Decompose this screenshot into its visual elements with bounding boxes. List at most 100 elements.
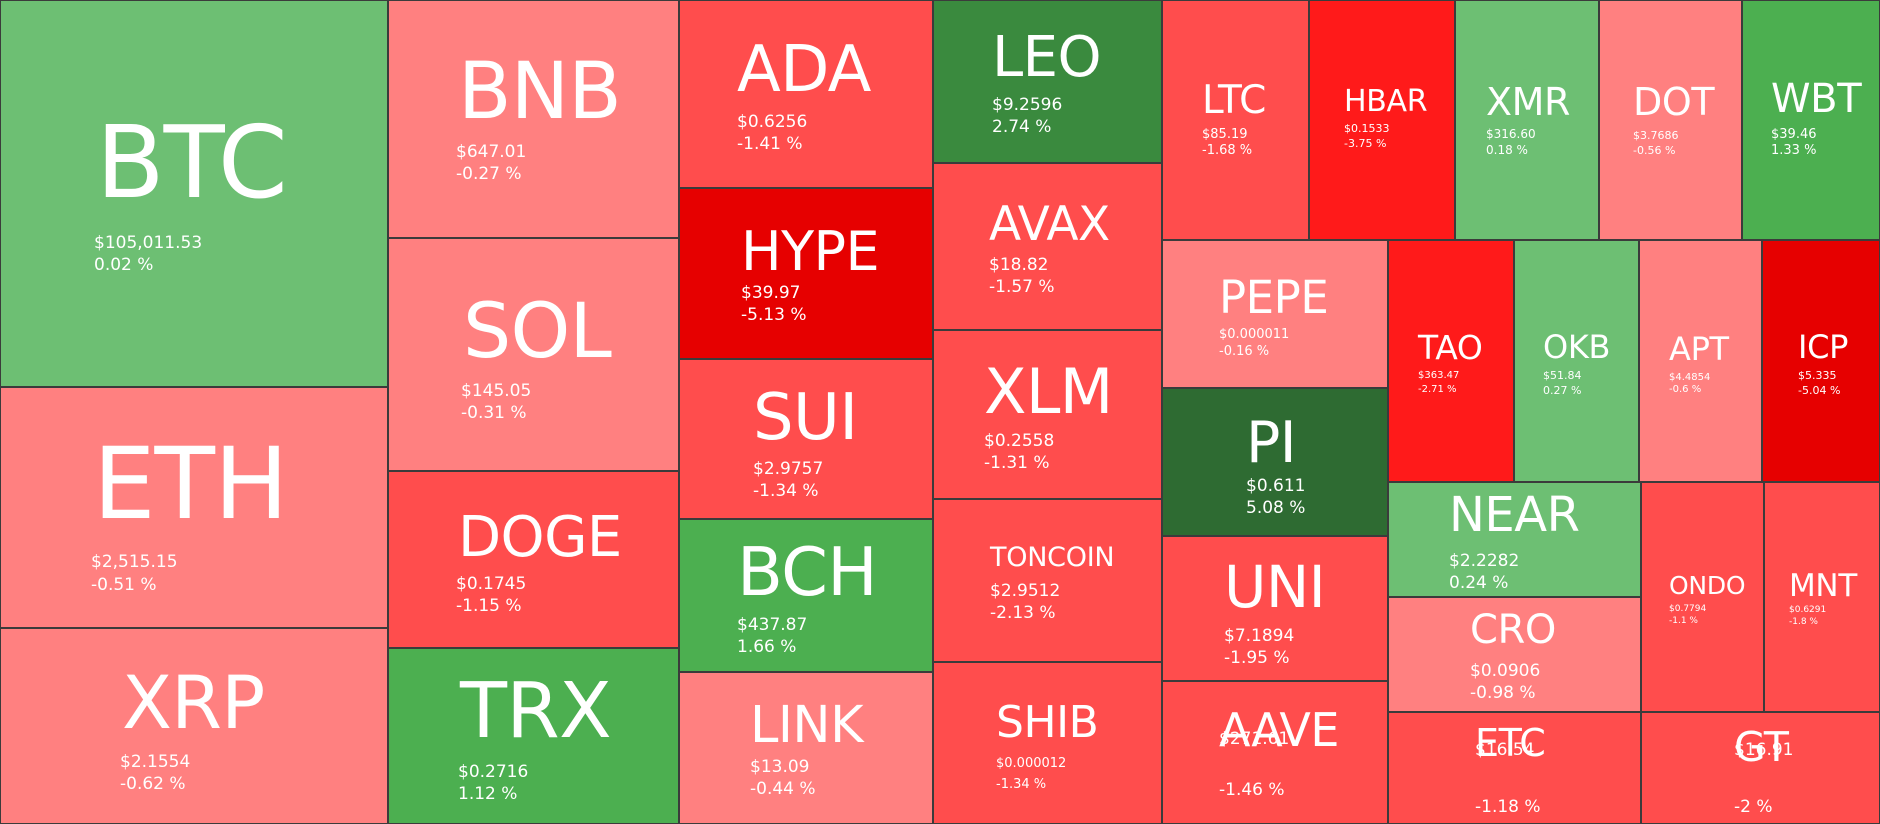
- coin-change: -1.95 %: [1224, 648, 1290, 668]
- coin-price: $7.1894: [1224, 626, 1295, 646]
- tile-cro[interactable]: CRO $0.0906 -0.98 %: [1388, 597, 1641, 712]
- tile-sol[interactable]: SOL $145.05 -0.31 %: [388, 238, 679, 471]
- tile-etc[interactable]: ETC $16.54 -1.18 %: [1388, 712, 1641, 824]
- tile-sui[interactable]: SUI $2.9757 -1.34 %: [679, 359, 933, 519]
- coin-change: 2.74 %: [992, 117, 1052, 137]
- tile-apt[interactable]: APT $4.4854 -0.6 %: [1639, 240, 1762, 482]
- coin-price: $0.1745: [456, 574, 527, 594]
- coin-price: $0.2558: [984, 431, 1055, 451]
- tile-ada[interactable]: ADA $0.6256 -1.41 %: [679, 0, 933, 188]
- tile-doge[interactable]: DOGE $0.1745 -1.15 %: [388, 471, 679, 648]
- coin-change: -0.31 %: [461, 403, 527, 423]
- coin-symbol: AAVE: [1219, 703, 1339, 757]
- tile-toncoin[interactable]: TONCOIN $2.9512 -2.13 %: [933, 499, 1162, 662]
- coin-price: $105,011.53: [94, 233, 203, 253]
- coin-symbol: PEPE: [1219, 271, 1329, 324]
- tile-near[interactable]: NEAR $2.2282 0.24 %: [1388, 482, 1641, 597]
- coin-price: $2.9757: [753, 459, 824, 479]
- coin-price: $2.9512: [990, 581, 1061, 601]
- coin-price: $2.2282: [1449, 551, 1520, 571]
- coin-symbol: HYPE: [741, 220, 880, 283]
- coin-symbol: ETH: [93, 427, 288, 542]
- tile-uni[interactable]: UNI $7.1894 -1.95 %: [1162, 536, 1388, 681]
- coin-symbol: DOT: [1633, 80, 1715, 124]
- coin-symbol: BCH: [737, 533, 878, 611]
- coin-price: $0.2716: [458, 762, 529, 782]
- coin-symbol: XLM: [984, 355, 1113, 428]
- tile-dot[interactable]: DOT $3.7686 -0.56 %: [1599, 0, 1742, 240]
- tile-hbar[interactable]: HBAR $0.1533 -3.75 %: [1309, 0, 1455, 240]
- coin-price: $9.2596: [992, 95, 1063, 115]
- coin-change: -1.1 %: [1669, 616, 1698, 626]
- coin-symbol: BTC: [96, 104, 288, 221]
- coin-change: -1.41 %: [737, 134, 803, 154]
- coin-change: -1.8 %: [1789, 617, 1818, 627]
- tile-avax[interactable]: AVAX $18.82 -1.57 %: [933, 163, 1162, 330]
- coin-symbol: TONCOIN: [990, 542, 1115, 573]
- tile-pepe[interactable]: PEPE $0.000011 -0.16 %: [1162, 240, 1388, 388]
- coin-change: -3.75 %: [1344, 137, 1387, 150]
- tile-pi[interactable]: PI $0.611 5.08 %: [1162, 388, 1388, 536]
- coin-change: -1.57 %: [989, 277, 1055, 297]
- coin-symbol: ICP: [1798, 328, 1849, 366]
- coin-price: $3.7686: [1633, 129, 1679, 142]
- tile-xlm[interactable]: XLM $0.2558 -1.31 %: [933, 330, 1162, 499]
- coin-change: -0.98 %: [1470, 683, 1536, 703]
- coin-change: -0.27 %: [456, 164, 522, 184]
- coin-symbol: GT: [1734, 723, 1789, 771]
- coin-symbol: HBAR: [1344, 84, 1428, 119]
- coin-price: $39.97: [741, 283, 801, 303]
- tile-mnt[interactable]: MNT $0.6291 -1.8 %: [1764, 482, 1880, 712]
- coin-change: -1.46 %: [1219, 780, 1285, 800]
- tile-shib[interactable]: SHIB $0.000012 -1.34 %: [933, 662, 1162, 824]
- coin-symbol: ONDO: [1669, 571, 1746, 600]
- tile-ltc[interactable]: LTC $85.19 -1.68 %: [1162, 0, 1309, 240]
- tile-eth[interactable]: ETH $2,515.15 -0.51 %: [0, 387, 388, 628]
- tile-icp[interactable]: ICP $5.335 -5.04 %: [1762, 240, 1880, 482]
- coin-price: $271.61: [1219, 729, 1290, 749]
- tile-tao[interactable]: TAO $363.47 -2.71 %: [1388, 240, 1514, 482]
- tile-leo[interactable]: LEO $9.2596 2.74 %: [933, 0, 1162, 163]
- coin-price: $4.4854: [1669, 372, 1711, 383]
- coin-change: -0.56 %: [1633, 144, 1676, 157]
- tile-btc[interactable]: BTC $105,011.53 0.02 %: [0, 0, 388, 387]
- coin-change: -0.51 %: [91, 575, 157, 595]
- coin-change: 0.18 %: [1486, 143, 1528, 157]
- tile-xmr[interactable]: XMR $316.60 0.18 %: [1455, 0, 1599, 240]
- tile-hype[interactable]: HYPE $39.97 -5.13 %: [679, 188, 933, 359]
- tile-wbt[interactable]: WBT $39.46 1.33 %: [1742, 0, 1880, 240]
- coin-price: $51.84: [1543, 369, 1582, 382]
- coin-price: $0.1533: [1344, 122, 1390, 135]
- coin-price: $2,515.15: [91, 552, 178, 572]
- tile-ondo[interactable]: ONDO $0.7794 -1.1 %: [1641, 482, 1764, 712]
- coin-change: 5.08 %: [1246, 498, 1306, 518]
- coin-change: 1.33 %: [1771, 143, 1817, 158]
- coin-change: 0.27 %: [1543, 384, 1582, 397]
- coin-price: $437.87: [737, 615, 808, 635]
- coin-symbol: SOL: [463, 286, 612, 375]
- tile-aave[interactable]: AAVE $271.61 -1.46 %: [1162, 681, 1388, 824]
- tile-gt[interactable]: GT $16.91 -2 %: [1641, 712, 1880, 824]
- coin-symbol: LINK: [750, 696, 864, 755]
- coin-symbol: LEO: [992, 25, 1102, 90]
- coin-price: $0.611: [1246, 476, 1306, 496]
- tile-link[interactable]: LINK $13.09 -0.44 %: [679, 672, 933, 824]
- coin-symbol: CRO: [1470, 607, 1557, 653]
- coin-change: 1.66 %: [737, 637, 797, 657]
- coin-change: -2.13 %: [990, 603, 1056, 623]
- coin-symbol: LTC: [1202, 78, 1266, 123]
- coin-change: -1.31 %: [984, 453, 1050, 473]
- coin-change: 0.02 %: [94, 255, 154, 275]
- coin-price: $16.91: [1734, 740, 1794, 760]
- coin-symbol: MNT: [1789, 568, 1857, 604]
- coin-price: $39.46: [1771, 127, 1817, 142]
- coin-symbol: TRX: [460, 667, 612, 756]
- coin-symbol: APT: [1669, 330, 1729, 368]
- tile-bch[interactable]: BCH $437.87 1.66 %: [679, 519, 933, 672]
- coin-symbol: XRP: [122, 661, 265, 746]
- tile-xrp[interactable]: XRP $2.1554 -0.62 %: [0, 628, 388, 824]
- tile-bnb[interactable]: BNB $647.01 -0.27 %: [388, 0, 679, 238]
- tile-okb[interactable]: OKB $51.84 0.27 %: [1514, 240, 1639, 482]
- tile-trx[interactable]: TRX $0.2716 1.12 %: [388, 648, 679, 824]
